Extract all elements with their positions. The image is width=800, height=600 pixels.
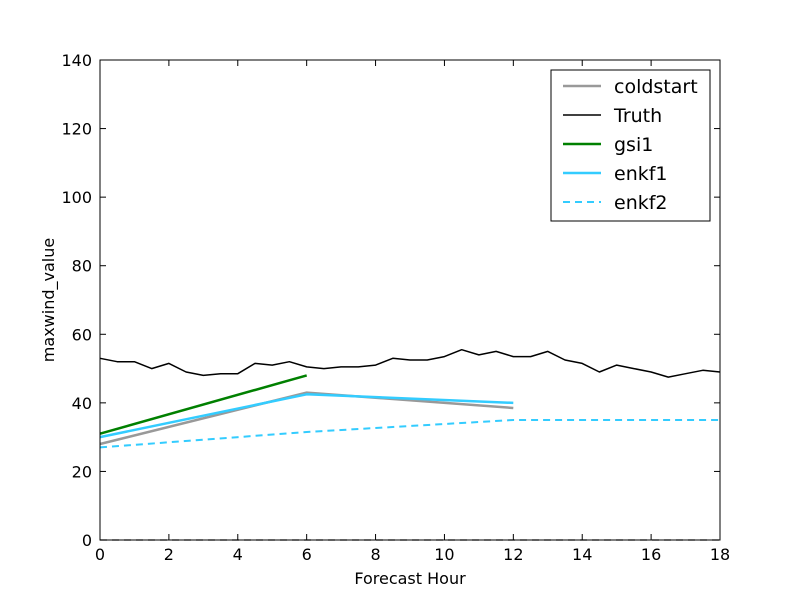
legend-box (550, 69, 711, 222)
legend-label-coldstart: coldstart (614, 76, 698, 98)
x-tick-label: 2 (164, 545, 174, 564)
plot-frame (99, 59, 721, 541)
legend-label-enkf2: enkf2 (614, 192, 668, 214)
x-tick-label: 8 (370, 545, 380, 564)
x-tick-label: 16 (641, 545, 661, 564)
series-line-gsi1 (99, 374, 308, 435)
y-axis-label: maxwind_value (39, 238, 59, 362)
x-tick-label: 0 (95, 545, 105, 564)
y-tick-label: 20 (72, 462, 92, 481)
series-line-coldstart (99, 391, 514, 446)
y-tick-label: 60 (72, 325, 92, 344)
series-line-enkf1 (99, 393, 514, 439)
x-tick-label: 18 (710, 545, 730, 564)
legend-label-truth: Truth (613, 105, 662, 127)
y-tick-label: 100 (61, 188, 92, 207)
x-tick-label: 6 (302, 545, 312, 564)
legend-label-enkf1: enkf1 (614, 163, 668, 185)
series-layer (99, 348, 721, 541)
y-tick-label: 80 (72, 257, 92, 276)
legend-label-gsi1: gsi1 (614, 134, 653, 156)
legend: coldstart Truth gsi1 enkf1 enkf2 (550, 69, 711, 222)
x-tick-label: 10 (434, 545, 454, 564)
series-line-truth (99, 348, 721, 378)
series-line-enkf2 (99, 419, 720, 449)
x-tick-label: 14 (572, 545, 592, 564)
x-tick-label: 12 (503, 545, 523, 564)
x-axis-label: Forecast Hour (354, 569, 466, 588)
ticks-layer: 0 2 4 6 8 10 12 14 16 18 0 20 40 60 80 100 120 140 (61, 51, 730, 564)
x-tick-label: 4 (233, 545, 243, 564)
y-tick-label: 140 (61, 51, 92, 70)
y-tick-label: 0 (82, 531, 92, 550)
y-tick-label: 40 (72, 394, 92, 413)
y-tick-label: 120 (61, 120, 92, 139)
